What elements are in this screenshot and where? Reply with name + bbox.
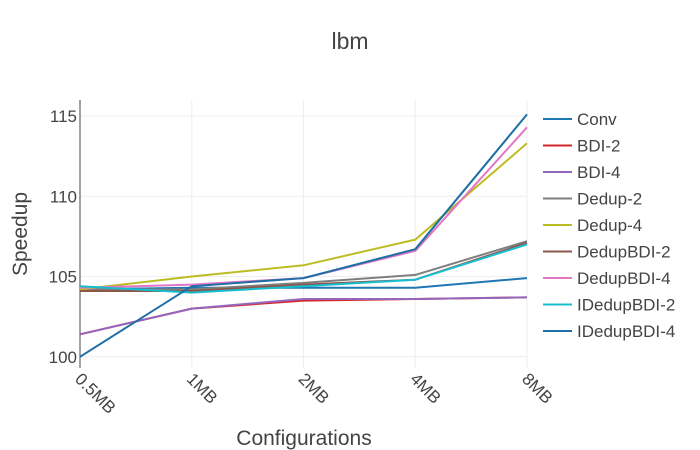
legend-item-label: BDI-2	[577, 137, 620, 156]
legend-item-label: Dedup-4	[577, 216, 642, 235]
grid-layer	[79, 100, 528, 368]
legend-item-label: BDI-4	[577, 163, 620, 182]
legend: Conv BDI-2 BDI-4 Dedup-2 Dedup-4 DedupBDI-2 De…	[543, 110, 675, 341]
legend-item-label: DedupBDI-4	[577, 269, 671, 288]
x-tick-label: 2MB	[295, 369, 333, 407]
y-tick-label: 100	[49, 348, 77, 367]
legend-item-label: Conv	[577, 110, 617, 129]
x-axis-title: Configurations	[236, 427, 371, 450]
series-line-dedup-2	[80, 240, 528, 291]
series-line-idedupbdi-4	[79, 113, 528, 358]
x-tick-label: 4MB	[406, 369, 444, 407]
y-tick-label: 105	[49, 268, 77, 287]
x-tick-label: 0.5MB	[71, 369, 119, 417]
series-line-dedup-4	[79, 142, 528, 291]
x-tick-label: 1MB	[183, 369, 221, 407]
y-tick-label: 115	[50, 107, 77, 126]
series-line-bdi-4	[79, 296, 528, 336]
chart-title: lbm	[331, 28, 368, 54]
y-tick-label: 110	[50, 187, 77, 206]
legend-item-label: Dedup-2	[577, 190, 642, 209]
x-tick-label: 8MB	[518, 369, 556, 407]
series-layer	[79, 113, 528, 358]
legend-item-label: IDedupBDI-4	[577, 322, 675, 341]
legend-item-label: DedupBDI-2	[577, 243, 671, 262]
y-axis-title: Speedup	[9, 192, 32, 276]
series-line-conv	[79, 277, 528, 291]
legend-item-label: IDedupBDI-2	[577, 296, 675, 315]
series-line-idedupbdi-2	[79, 243, 528, 294]
